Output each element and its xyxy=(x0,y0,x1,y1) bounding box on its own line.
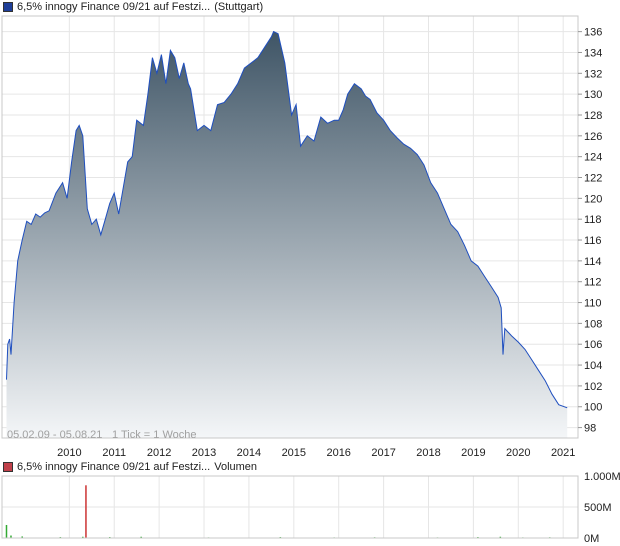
price-y-tick-label: 120 xyxy=(584,193,602,205)
volume-legend-suffix: Volumen xyxy=(214,461,258,473)
price-x-tick-label: 2010 xyxy=(57,447,81,459)
volume-grid xyxy=(2,475,578,539)
price-legend-swatch xyxy=(3,2,13,12)
volume-y-tick-label: 1.000M xyxy=(584,471,620,483)
price-y-tick-label: 136 xyxy=(584,27,602,39)
price-plot-frame xyxy=(1,15,579,439)
price-y-tick-label: 124 xyxy=(584,152,602,164)
price-y-tick-label: 116 xyxy=(584,235,602,247)
price-x-tick-label: 2015 xyxy=(282,447,306,459)
price-legend: 6,5% innogy Finance 09/21 auf Festzi... … xyxy=(3,1,263,13)
price-x-tick-label: 2017 xyxy=(371,447,395,459)
price-x-tick-label: 2018 xyxy=(416,447,440,459)
price-y-tick-label: 110 xyxy=(584,298,602,310)
price-y-tick-label: 130 xyxy=(584,89,602,101)
price-legend-label: 6,5% innogy Finance 09/21 auf Festzi... xyxy=(17,1,211,13)
volume-y-tick-label: 0M xyxy=(584,533,599,545)
price-x-tick-label: 2013 xyxy=(192,447,216,459)
price-x-tick-label: 2019 xyxy=(461,447,485,459)
price-y-tick-label: 98 xyxy=(584,423,596,435)
price-y-tick-label: 134 xyxy=(584,47,602,59)
volume-y-tick-label: 500M xyxy=(584,502,612,514)
price-y-tick-label: 100 xyxy=(584,402,602,414)
price-x-axis: 2010 2011 2012 2013 2014 2015 2016 2017 2018 2019… xyxy=(57,447,575,459)
price-y-tick-label: 122 xyxy=(584,173,602,185)
price-y-tick-label: 132 xyxy=(584,68,602,80)
price-line xyxy=(6,30,568,409)
price-y-tick-label: 102 xyxy=(584,381,602,393)
price-y-tick-label: 128 xyxy=(584,110,602,122)
price-x-tick-label: 2021 xyxy=(551,447,575,459)
footer-tick-info: 1 Tick = 1 Woche xyxy=(112,429,196,441)
price-x-tick-label: 2012 xyxy=(147,447,171,459)
price-legend-exchange: (Stuttgart) xyxy=(214,1,264,13)
price-y-tick-label: 106 xyxy=(584,339,602,351)
price-y-axis: 98 100 102 104 106 108 110 112 114 116 118 120 122 12… xyxy=(578,27,602,435)
volume-legend-label: 6,5% innogy Finance 09/21 auf Festzi... xyxy=(17,461,211,473)
price-y-tick-label: 118 xyxy=(584,214,602,226)
price-y-tick-label: 114 xyxy=(584,256,602,268)
footer-range: 05.02.09 - 05.08.21 xyxy=(7,429,102,441)
price-area xyxy=(6,31,568,438)
price-x-tick-label: 2014 xyxy=(237,447,261,459)
volume-legend: 6,5% innogy Finance 09/21 auf Festzi... … xyxy=(3,461,257,473)
price-y-tick-label: 112 xyxy=(584,277,602,289)
price-y-tick-label: 126 xyxy=(584,131,602,143)
volume-legend-swatch xyxy=(3,462,13,472)
price-x-tick-label: 2011 xyxy=(102,447,126,459)
price-x-tick-label: 2020 xyxy=(506,447,530,459)
volume-plot-frame xyxy=(1,475,579,539)
volume-bars xyxy=(5,485,551,538)
price-x-tick-label: 2016 xyxy=(326,447,350,459)
volume-y-axis: 1.000M 500M 0M xyxy=(584,471,620,545)
price-y-tick-label: 104 xyxy=(584,360,602,372)
price-y-tick-label: 108 xyxy=(584,318,602,330)
